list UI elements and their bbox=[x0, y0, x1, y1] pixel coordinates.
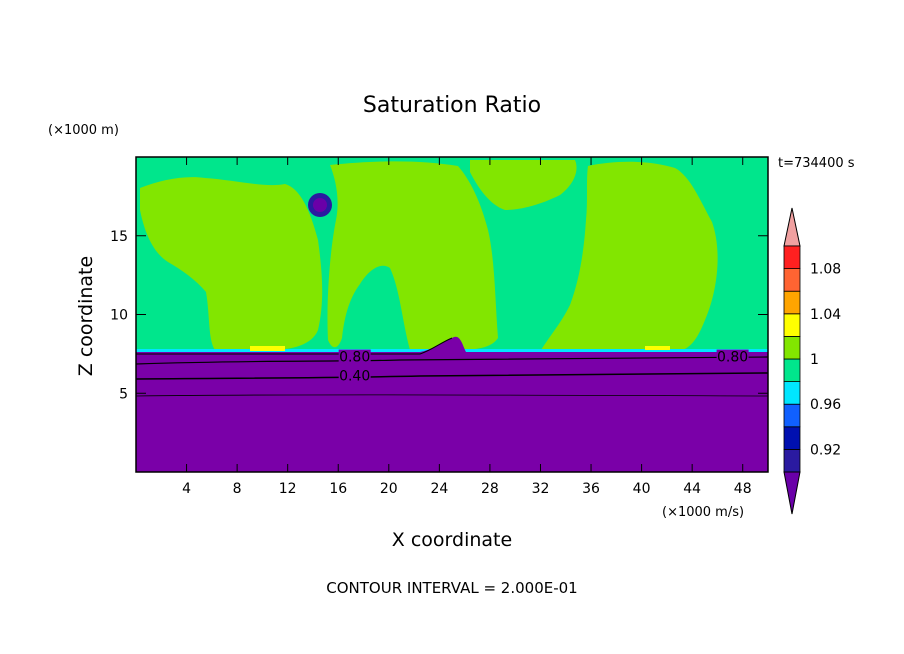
region-dry-layer bbox=[136, 336, 768, 472]
contour-label: 0.80 bbox=[717, 350, 748, 366]
x-tick-label: 12 bbox=[279, 481, 297, 497]
contour-line-080 bbox=[136, 356, 768, 365]
region-supersaturated-top-right bbox=[470, 160, 577, 210]
colorbar-segment bbox=[783, 448, 801, 473]
colorbar-segment bbox=[783, 426, 801, 450]
x-axis-ticks: 4 8 12 16 20 24 28 32 36 40 44 48 bbox=[182, 157, 752, 497]
colorbar-top-arrow bbox=[783, 207, 801, 247]
contour-labels: 0.80 0.40 0.80 bbox=[338, 349, 749, 385]
contour-interval-footer: CONTOUR INTERVAL = 2.000E-01 bbox=[326, 579, 577, 597]
x-tick-label: 36 bbox=[582, 481, 600, 497]
moist-blob-core bbox=[313, 198, 327, 212]
x-tick-label: 32 bbox=[532, 481, 550, 497]
y-axis-ticks: 5 10 15 bbox=[110, 229, 768, 402]
region-supersaturated-left bbox=[140, 177, 323, 350]
contour-label-bg bbox=[716, 349, 749, 363]
time-label: t=734400 s bbox=[778, 156, 855, 171]
contour-line-040 bbox=[136, 372, 768, 380]
region-supersaturated-center bbox=[327, 161, 498, 350]
contour-label: 0.80 bbox=[339, 350, 370, 366]
colorbar-segment bbox=[783, 403, 801, 428]
colorbar-tick-label: 1 bbox=[810, 352, 819, 368]
contour-line-top bbox=[136, 337, 453, 355]
y-unit-label: (×1000 m) bbox=[48, 123, 119, 138]
region-supersaturated-right bbox=[540, 161, 718, 352]
colorbar-tick-label: 0.92 bbox=[810, 442, 841, 458]
x-axis-label: X coordinate bbox=[392, 529, 512, 551]
x-tick-label: 20 bbox=[380, 481, 398, 497]
y-tick-label: 10 bbox=[110, 308, 128, 324]
colorbar-segment bbox=[783, 245, 801, 270]
x-tick-label: 28 bbox=[481, 481, 499, 497]
x-tick-label: 4 bbox=[182, 481, 191, 497]
region-yellow-patch-right bbox=[645, 346, 670, 350]
x-tick-label: 48 bbox=[734, 481, 752, 497]
x-tick-label: 24 bbox=[430, 481, 448, 497]
colorbar-tick-label: 1.08 bbox=[810, 262, 841, 278]
chart-title: Saturation Ratio bbox=[363, 93, 541, 118]
colorbar bbox=[783, 207, 801, 515]
x-tick-label: 44 bbox=[683, 481, 701, 497]
y-tick-label: 15 bbox=[110, 229, 128, 245]
x-tick-label: 40 bbox=[633, 481, 651, 497]
contour-label: 0.40 bbox=[339, 369, 370, 385]
colorbar-tick-label: 1.04 bbox=[810, 307, 841, 323]
colorbar-segment bbox=[783, 335, 801, 360]
y-tick-label: 5 bbox=[119, 386, 128, 402]
colorbar-bottom-arrow bbox=[783, 471, 801, 515]
y-axis-label: Z coordinate bbox=[75, 256, 97, 376]
region-yellow-patch-left bbox=[250, 346, 285, 351]
x-unit-label: (×1000 m/s) bbox=[662, 505, 744, 520]
contour-line-lower bbox=[136, 394, 768, 397]
contour-label-bg bbox=[338, 368, 371, 382]
colorbar-labels: 0.92 0.96 1 1.04 1.08 bbox=[810, 262, 841, 459]
colorbar-segment bbox=[783, 313, 801, 337]
x-tick-label: 16 bbox=[329, 481, 347, 497]
contour-label-bg bbox=[338, 349, 371, 363]
colorbar-segment bbox=[783, 268, 801, 292]
plot-area: 0.80 0.40 0.80 bbox=[136, 157, 768, 472]
colorbar-segment bbox=[783, 358, 801, 383]
colorbar-tick-label: 0.96 bbox=[810, 397, 841, 413]
colorbar-segment bbox=[783, 290, 801, 315]
colorbar-segment bbox=[783, 381, 801, 405]
x-tick-label: 8 bbox=[233, 481, 242, 497]
